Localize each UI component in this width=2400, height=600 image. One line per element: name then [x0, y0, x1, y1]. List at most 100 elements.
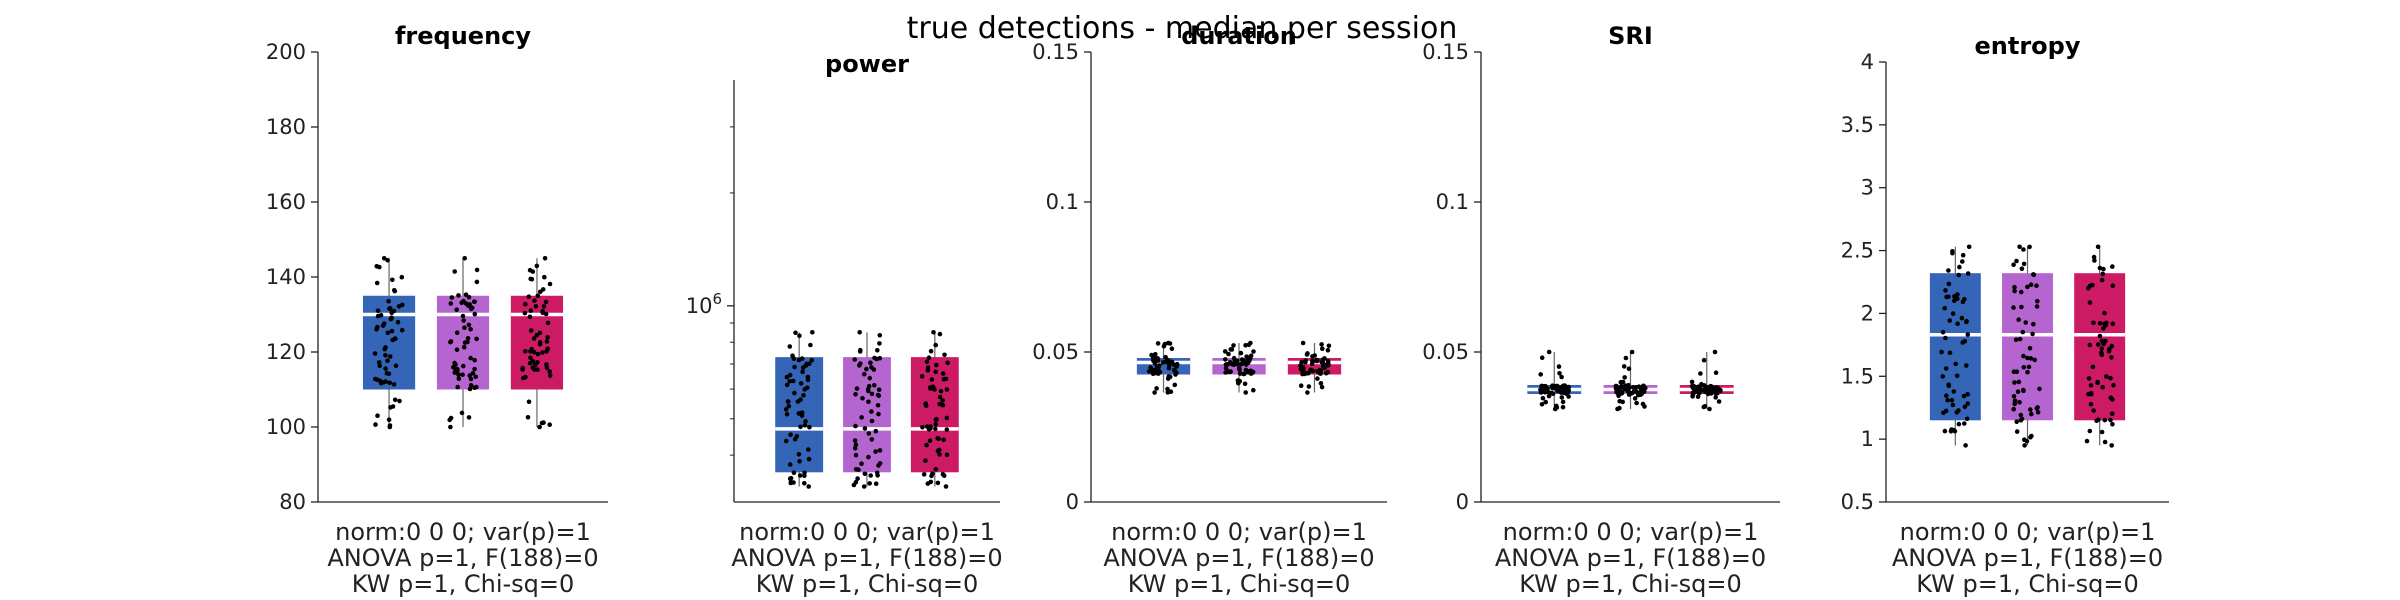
data-point	[2017, 400, 2022, 405]
data-point	[1940, 374, 1946, 379]
data-point	[802, 481, 807, 486]
data-point	[1538, 387, 1543, 393]
data-point	[796, 452, 802, 457]
data-point	[383, 353, 388, 358]
data-point	[1225, 362, 1230, 367]
data-point	[390, 277, 395, 283]
data-point	[1955, 292, 1960, 297]
data-point	[797, 333, 802, 339]
panel-sri: SRI 0 0.05 0.1 0.15 norm:0 0 0; var(p)=1ANOVA…	[1422, 22, 1780, 598]
data-point	[802, 387, 807, 392]
data-point	[2012, 380, 2017, 385]
data-point	[869, 409, 874, 414]
data-point	[460, 372, 465, 378]
data-point	[1943, 288, 1948, 293]
data-point	[1172, 382, 1178, 388]
data-point	[2019, 416, 2025, 422]
data-point	[1698, 371, 1703, 376]
stats-line: norm:0 0 0; var(p)=1	[1503, 518, 1759, 546]
data-point	[860, 396, 865, 401]
panel-title: duration	[1181, 22, 1297, 50]
data-point	[1238, 361, 1244, 367]
data-point	[380, 323, 386, 328]
data-point	[527, 267, 533, 273]
data-point	[851, 482, 857, 488]
data-point	[2091, 254, 2097, 260]
data-point	[791, 378, 796, 384]
data-point	[2013, 337, 2019, 343]
data-point	[1943, 335, 1948, 341]
data-point	[2022, 443, 2027, 448]
panel-title: power	[825, 50, 909, 78]
data-point	[1630, 390, 1635, 396]
data-point	[393, 363, 399, 369]
data-point	[944, 387, 950, 392]
data-point	[1556, 364, 1562, 369]
data-point	[802, 423, 808, 428]
data-point	[2014, 419, 2019, 425]
data-point	[928, 479, 934, 485]
data-point	[786, 399, 791, 404]
stats-line: norm:0 0 0; var(p)=1	[335, 518, 591, 546]
data-point	[2095, 342, 2101, 347]
box-group-3	[1287, 340, 1342, 395]
data-point	[1222, 349, 1228, 354]
data-point	[1538, 372, 1543, 377]
data-point	[1300, 371, 1305, 377]
data-point	[1146, 369, 1152, 374]
data-point	[1314, 358, 1320, 364]
data-point	[1309, 361, 1315, 367]
data-point	[787, 379, 792, 384]
data-point	[933, 369, 938, 375]
data-point	[1223, 357, 1228, 362]
box-group-2	[2002, 244, 2053, 448]
data-point	[1300, 340, 1306, 346]
data-point	[1228, 347, 1234, 352]
data-point	[937, 401, 942, 407]
data-point	[2028, 282, 2034, 288]
data-point	[1941, 410, 1946, 416]
data-point	[2101, 266, 2106, 272]
data-point	[854, 386, 860, 391]
y-tick-label: 0	[1456, 490, 1469, 514]
y-tick-label: 1	[1861, 427, 1874, 451]
data-point	[2028, 407, 2033, 412]
data-point	[547, 369, 552, 374]
data-point	[1167, 374, 1173, 380]
data-point	[786, 403, 792, 409]
data-point	[852, 446, 858, 451]
data-point	[448, 415, 454, 421]
data-point	[1235, 358, 1240, 364]
data-point	[866, 399, 871, 405]
box	[2002, 273, 2053, 421]
data-point	[867, 375, 873, 381]
data-point	[399, 274, 405, 280]
data-point	[1962, 404, 1968, 410]
data-point	[378, 381, 384, 386]
data-point	[387, 354, 393, 359]
data-point	[1951, 389, 1957, 394]
data-point	[1942, 428, 1948, 434]
panel-frequency: frequency 80 100 120 140 160 180 200 norm:0 0 0;…	[266, 22, 608, 598]
data-point	[531, 336, 537, 341]
data-point	[465, 336, 471, 341]
data-point	[528, 308, 534, 313]
data-point	[1950, 311, 1956, 316]
data-point	[801, 393, 806, 398]
data-point	[1160, 360, 1166, 365]
data-point	[877, 341, 882, 346]
data-point	[467, 302, 473, 307]
data-point	[399, 327, 405, 333]
data-point	[2088, 391, 2094, 397]
data-point	[875, 473, 880, 478]
data-point	[454, 307, 460, 313]
data-point	[2110, 283, 2115, 289]
data-point	[1150, 355, 1156, 361]
data-point	[537, 330, 543, 336]
data-point	[853, 423, 858, 429]
data-point	[474, 267, 480, 273]
data-point	[869, 418, 875, 424]
data-point	[2101, 341, 2107, 347]
data-point	[1702, 386, 1708, 392]
data-point	[386, 371, 392, 377]
